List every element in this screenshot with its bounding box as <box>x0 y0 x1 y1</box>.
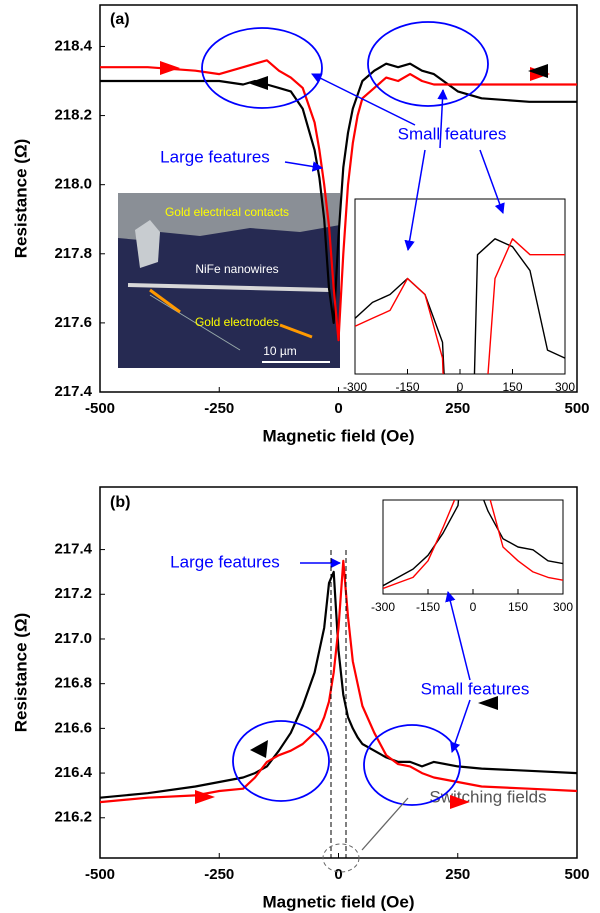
x-tick-label: -250 <box>204 400 234 417</box>
x-tick-label: -300 <box>371 600 395 614</box>
annotation: Small features <box>398 124 507 143</box>
series-group <box>383 500 563 590</box>
pointer-arrow <box>479 149 505 214</box>
y-tick-label: 216.6 <box>54 719 92 736</box>
direction-arrow <box>160 61 180 75</box>
inset-frame <box>354 198 566 375</box>
y-tick-label: 217.8 <box>54 245 92 262</box>
x-tick-label: 500 <box>564 400 589 417</box>
y-tick-label: 216.2 <box>54 809 92 826</box>
y-tick-label: 218.2 <box>54 107 92 124</box>
pointer-arrow <box>445 590 471 681</box>
x-tick-label: -500 <box>85 400 115 417</box>
direction-arrow <box>450 795 470 809</box>
direction-arrow <box>478 696 498 710</box>
inset-frame <box>382 499 564 595</box>
direction-arrow <box>195 790 215 804</box>
x-tick-label: 150 <box>508 600 528 614</box>
y-tick-label: 217.2 <box>54 585 92 602</box>
highlight-ellipse <box>201 27 323 109</box>
highlight-ellipse <box>367 21 489 107</box>
panel-label: (b) <box>110 494 130 511</box>
x-tick-label: 0 <box>334 866 342 883</box>
direction-arrow <box>250 740 268 758</box>
sem-image <box>118 193 340 368</box>
data-line <box>383 500 563 587</box>
x-tick-label: 500 <box>564 866 589 883</box>
pointer-arrow <box>361 797 409 851</box>
pointer-arrow <box>284 161 324 172</box>
x-tick-label: 0 <box>334 400 342 417</box>
y-tick-label: 217.4 <box>54 383 92 400</box>
highlight-ellipse <box>363 724 461 806</box>
annotation: NiFe nanowires <box>195 262 278 276</box>
y-tick-label: 217.4 <box>54 541 92 558</box>
x-tick-label: 300 <box>553 600 573 614</box>
y-tick-label: 218.0 <box>54 176 92 193</box>
x-tick-label: 0 <box>470 600 477 614</box>
series-group <box>355 238 565 374</box>
x-tick-label: -150 <box>416 600 440 614</box>
x-axis-label: Magnetic field (Oe) <box>262 426 414 445</box>
x-axis-label: Magnetic field (Oe) <box>262 892 414 911</box>
switching-ellipse <box>322 843 360 873</box>
y-tick-label: 216.8 <box>54 675 92 692</box>
x-tick-label: -250 <box>204 866 234 883</box>
y-axis-label: Resistance (Ω) <box>11 613 30 732</box>
y-tick-label: 216.4 <box>54 764 92 781</box>
data-line <box>355 238 565 374</box>
y-tick-label: 218.4 <box>54 37 92 54</box>
x-tick-label: -300 <box>343 380 367 394</box>
annotation: Large features <box>170 552 280 571</box>
x-tick-label: 0 <box>457 380 464 394</box>
x-tick-label: 250 <box>445 866 470 883</box>
data-line <box>100 559 577 804</box>
series-group <box>100 559 577 804</box>
direction-arrow <box>248 76 268 90</box>
y-tick-label: 217.0 <box>54 630 92 647</box>
panel-label: (a) <box>110 11 130 28</box>
x-tick-label: -150 <box>395 380 419 394</box>
highlight-ellipse <box>232 720 330 802</box>
annotation: Large features <box>160 147 270 166</box>
data-line <box>100 59 577 342</box>
annotation: Switching fields <box>429 787 546 806</box>
x-tick-label: 250 <box>445 400 470 417</box>
direction-arrow <box>528 64 548 78</box>
y-tick-label: 217.6 <box>54 314 92 331</box>
annotation: Gold electrodes <box>195 315 279 329</box>
x-tick-label: -500 <box>85 866 115 883</box>
x-tick-label: 150 <box>502 380 522 394</box>
annotation: Small features <box>421 679 530 698</box>
annotation: Gold electrical contacts <box>165 205 289 219</box>
data-line <box>355 238 565 374</box>
pointer-arrow <box>450 699 471 753</box>
annotation: 10 µm <box>263 344 297 358</box>
pointer-arrow <box>311 73 416 126</box>
data-line <box>100 570 577 799</box>
pointer-arrow <box>437 88 448 149</box>
x-tick-label: 300 <box>555 380 575 394</box>
data-line <box>383 500 563 590</box>
y-axis-label: Resistance (Ω) <box>11 139 30 258</box>
pointer-arrow <box>404 149 426 252</box>
